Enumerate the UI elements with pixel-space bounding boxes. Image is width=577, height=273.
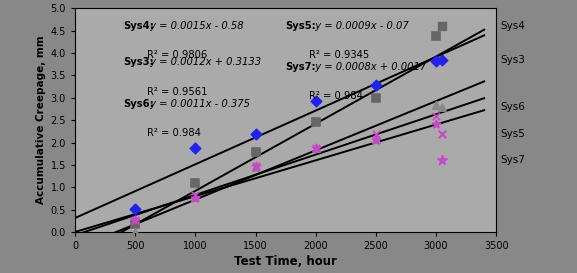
Text: Sys7: Sys7: [500, 155, 525, 165]
Text: y = 0.0012x + 0.3133: y = 0.0012x + 0.3133: [147, 57, 261, 67]
Text: Sys6:: Sys6:: [123, 99, 154, 109]
Point: [311, 146, 320, 150]
Text: Sys5: Sys5: [500, 129, 525, 139]
Text: R² = 0.984: R² = 0.984: [309, 91, 363, 101]
Text: y = 0.0008x + 0.0017: y = 0.0008x + 0.0017: [309, 62, 426, 72]
Text: Sys4: Sys4: [500, 21, 525, 31]
Point: [371, 137, 380, 142]
Text: y = 0.0015x - 0.58: y = 0.0015x - 0.58: [147, 20, 243, 31]
Text: Sys5:: Sys5:: [286, 20, 316, 31]
Point: [130, 217, 140, 222]
Point: [191, 193, 200, 198]
Point: [311, 120, 320, 124]
Point: [251, 164, 260, 168]
Point: [311, 146, 320, 150]
Point: [251, 165, 260, 169]
Text: R² = 0.9345: R² = 0.9345: [309, 50, 369, 60]
Point: [191, 195, 200, 200]
Text: R² = 0.9561: R² = 0.9561: [147, 87, 207, 97]
Text: R² = 0.9806: R² = 0.9806: [147, 50, 207, 60]
Text: y = 0.0011x - 0.375: y = 0.0011x - 0.375: [147, 99, 250, 109]
Text: R² = 0.984: R² = 0.984: [147, 128, 200, 138]
Point: [371, 132, 380, 136]
Text: Sys6: Sys6: [500, 102, 525, 112]
Text: Sys4:: Sys4:: [123, 20, 154, 31]
Point: [130, 207, 140, 211]
Point: [191, 195, 200, 199]
Point: [130, 217, 140, 222]
Y-axis label: Accumulative Creepage, mm: Accumulative Creepage, mm: [36, 36, 46, 204]
Point: [191, 146, 200, 150]
Point: [311, 146, 320, 150]
X-axis label: Test Time, hour: Test Time, hour: [234, 255, 337, 268]
Point: [432, 103, 441, 108]
Text: Sys7:: Sys7:: [286, 62, 316, 72]
Point: [432, 59, 441, 63]
Point: [437, 58, 447, 62]
Point: [432, 122, 441, 126]
Point: [251, 132, 260, 136]
Point: [130, 222, 140, 227]
Point: [437, 131, 447, 136]
Point: [371, 82, 380, 87]
Point: [311, 99, 320, 103]
Point: [371, 96, 380, 100]
Text: y = 0.0009x - 0.07: y = 0.0009x - 0.07: [309, 20, 409, 31]
Point: [437, 158, 447, 163]
Point: [191, 181, 200, 185]
Point: [130, 230, 140, 234]
Text: Sys3:: Sys3:: [123, 57, 154, 67]
Point: [432, 34, 441, 38]
Point: [437, 24, 447, 28]
Point: [432, 114, 441, 118]
Point: [437, 105, 447, 109]
Point: [251, 150, 260, 155]
Point: [251, 164, 260, 168]
Text: Sys3: Sys3: [500, 55, 525, 65]
Point: [371, 138, 380, 143]
